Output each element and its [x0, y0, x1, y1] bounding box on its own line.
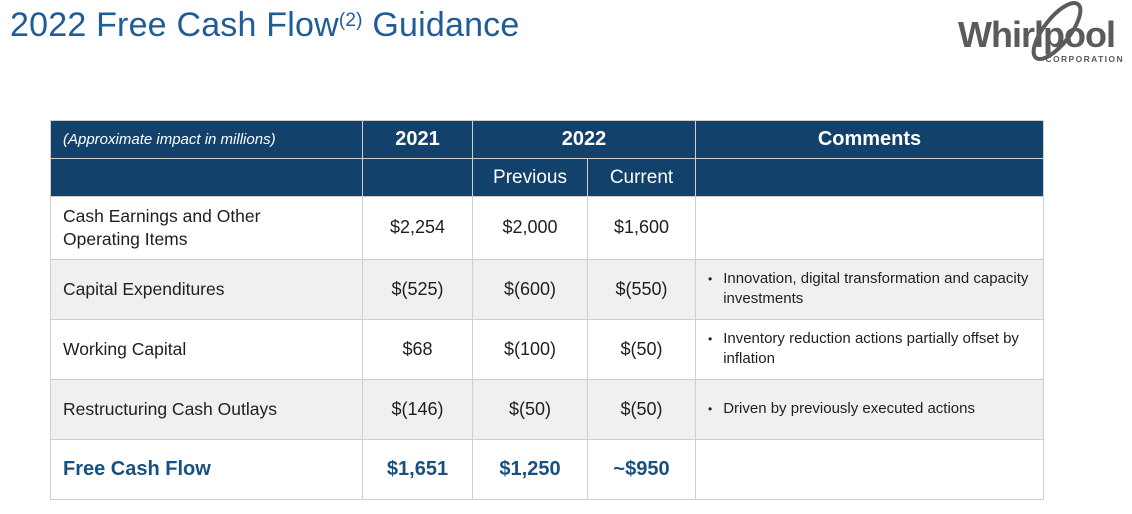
header-2022: 2022: [472, 120, 696, 159]
whirlpool-swoosh-icon: [1031, 1, 1083, 61]
row-label: Cash Earnings and Other Operating Items: [50, 196, 363, 260]
comment-text: Driven by previously executed actions: [723, 399, 975, 417]
subheader-current: Current: [587, 158, 696, 197]
value-2021: $(146): [362, 378, 473, 440]
value-current: ~$950: [587, 438, 696, 500]
subheader-previous: Previous: [472, 158, 588, 197]
value-current: $(50): [587, 378, 696, 440]
title-footnote-superscript: (2): [338, 10, 363, 32]
header-2021: 2021: [362, 120, 473, 159]
table-note: (Approximate impact in millions): [50, 120, 363, 159]
whirlpool-wordmark: Whirlpool: [958, 14, 1115, 55]
bullet-icon: •: [708, 401, 713, 416]
guidance-table: (Approximate impact in millions) 2021 20…: [50, 120, 1044, 500]
value-2021: $2,254: [362, 196, 473, 260]
comment-text: Inventory reduction actions partially of…: [723, 329, 1019, 367]
bullet-icon: •: [708, 331, 713, 346]
page-title: 2022 Free Cash Flow(2) Guidance: [10, 6, 520, 45]
value-current: $(550): [587, 258, 696, 320]
comment-cell: [695, 196, 1044, 260]
header-empty-label: [50, 158, 363, 197]
header-row-2: Previous Current: [50, 158, 1044, 197]
value-previous: $2,000: [472, 196, 588, 260]
comment-cell: [695, 438, 1044, 500]
table-row-capital-expenditures: Capital Expenditures $(525) $(600) $(550…: [50, 258, 1044, 320]
corporation-label: CORPORATION: [1045, 54, 1124, 64]
row-label: Capital Expenditures: [50, 258, 363, 320]
comment-cell: • Innovation, digital transformation and…: [695, 258, 1044, 320]
row-label: Restructuring Cash Outlays: [50, 378, 363, 440]
page-title-text: 2022 Free Cash Flow: [10, 6, 339, 44]
value-current: $1,600: [587, 196, 696, 260]
table-row-free-cash-flow: Free Cash Flow $1,651 $1,250 ~$950: [50, 438, 1044, 500]
whirlpool-logo: Whirlpool CORPORATION: [956, 0, 1128, 76]
row-label: Working Capital: [50, 318, 363, 380]
header-comments: Comments: [695, 120, 1044, 159]
value-2021: $1,651: [362, 438, 473, 500]
value-previous: $1,250: [472, 438, 588, 500]
value-previous: $(600): [472, 258, 588, 320]
row-label: Free Cash Flow: [50, 438, 363, 500]
value-current: $(50): [587, 318, 696, 380]
whirlpool-logo-svg: Whirlpool CORPORATION: [958, 1, 1124, 64]
page-title-suffix: Guidance: [362, 6, 520, 44]
comment-text: Innovation, digital transformation and c…: [723, 269, 1029, 307]
header-row-1: (Approximate impact in millions) 2021 20…: [50, 120, 1044, 159]
bullet-icon: •: [708, 271, 713, 286]
table-row-cash-earnings: Cash Earnings and Other Operating Items …: [50, 196, 1044, 260]
value-2021: $68: [362, 318, 473, 380]
table-row-restructuring: Restructuring Cash Outlays $(146) $(50) …: [50, 378, 1044, 440]
table-row-working-capital: Working Capital $68 $(100) $(50) • Inven…: [50, 318, 1044, 380]
value-previous: $(100): [472, 318, 588, 380]
value-2021: $(525): [362, 258, 473, 320]
header-empty-comments: [695, 158, 1044, 197]
comment-cell: • Inventory reduction actions partially …: [695, 318, 1044, 380]
value-previous: $(50): [472, 378, 588, 440]
comment-cell: • Driven by previously executed actions: [695, 378, 1044, 440]
header-empty-2021: [362, 158, 473, 197]
